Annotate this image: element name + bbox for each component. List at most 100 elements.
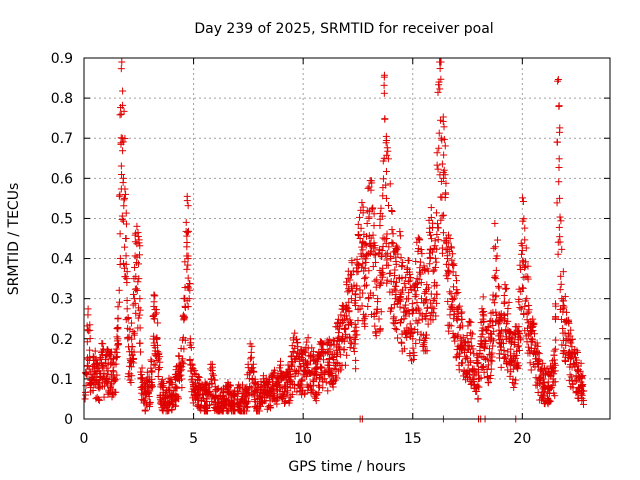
data-point [217, 406, 225, 414]
data-point [479, 293, 487, 301]
data-point [304, 383, 312, 391]
data-point [370, 222, 378, 230]
data-point [514, 343, 522, 351]
data-point [154, 348, 162, 356]
data-point [446, 288, 454, 296]
data-point [348, 271, 356, 279]
data-point [96, 355, 104, 363]
data-point [183, 232, 191, 240]
data-point [212, 392, 220, 400]
data-point [334, 315, 342, 323]
data-point [371, 277, 379, 285]
y-tick-label: 0.1 [51, 372, 73, 388]
data-point [552, 336, 560, 344]
data-point [121, 273, 129, 281]
data-point [108, 359, 116, 367]
data-point [221, 401, 229, 409]
data-point [115, 192, 123, 200]
data-point [369, 231, 377, 239]
data-point [135, 260, 143, 268]
data-point [559, 329, 567, 337]
data-point [353, 282, 361, 290]
data-point [136, 324, 144, 332]
data-point [401, 308, 409, 316]
data-point [247, 355, 255, 363]
data-point [249, 364, 257, 372]
data-point [363, 219, 371, 227]
data-point [518, 194, 526, 202]
data-point [151, 351, 159, 359]
y-tick-label: 0 [64, 412, 73, 428]
data-point [554, 77, 562, 85]
data-point [122, 235, 130, 243]
data-point [580, 400, 588, 408]
data-point [136, 306, 144, 314]
data-point [129, 290, 137, 298]
data-point [176, 364, 184, 372]
data-point [470, 350, 478, 358]
data-point [503, 284, 511, 292]
data-point [328, 380, 336, 388]
data-point [122, 252, 130, 260]
data-point [197, 403, 205, 411]
data-point [89, 387, 97, 395]
data-point [322, 378, 330, 386]
data-point [378, 268, 386, 276]
data-point [204, 388, 212, 396]
data-point [555, 223, 563, 231]
data-point [150, 361, 158, 369]
data-point [178, 384, 186, 392]
data-point [314, 381, 322, 389]
data-point [362, 281, 370, 289]
data-point [283, 391, 291, 399]
data-point [383, 151, 391, 159]
data-point [330, 351, 338, 359]
data-point [310, 348, 318, 356]
data-point [372, 251, 380, 259]
data-point [355, 231, 363, 239]
data-point [440, 151, 448, 159]
data-point [361, 322, 369, 330]
data-point [384, 155, 392, 163]
data-point [131, 252, 139, 260]
data-point [278, 388, 286, 396]
data-point [386, 270, 394, 278]
data-point [195, 404, 203, 412]
data-point [105, 388, 113, 396]
data-point [203, 402, 211, 410]
data-point [347, 283, 355, 291]
data-point [132, 309, 140, 317]
data-point [501, 285, 509, 293]
data-point [122, 260, 130, 268]
data-point [122, 220, 130, 228]
data-point [491, 273, 499, 281]
data-point [434, 224, 442, 232]
data-point [369, 204, 377, 212]
data-point [343, 303, 351, 311]
data-point [131, 263, 139, 271]
data-point [82, 391, 90, 399]
data-point [248, 374, 256, 382]
data-point [171, 402, 179, 410]
data-point [136, 242, 144, 250]
data-point [383, 256, 391, 264]
data-point [438, 160, 446, 168]
data-point [382, 251, 390, 259]
data-point [118, 212, 126, 220]
data-point [362, 258, 370, 266]
data-point [103, 370, 111, 378]
data-point [310, 377, 318, 385]
x-tick-label: 5 [189, 431, 198, 447]
data-point [490, 244, 498, 252]
y-axis-label: SRMTID / TECUs [6, 183, 22, 296]
x-tick-label: 0 [80, 431, 89, 447]
data-point [372, 309, 380, 317]
data-point [500, 291, 508, 299]
data-point [384, 261, 392, 269]
data-point [370, 250, 378, 258]
data-point [130, 348, 138, 356]
data-point [293, 388, 301, 396]
data-point [518, 250, 526, 258]
data-point [436, 85, 444, 93]
data-point [318, 339, 326, 347]
